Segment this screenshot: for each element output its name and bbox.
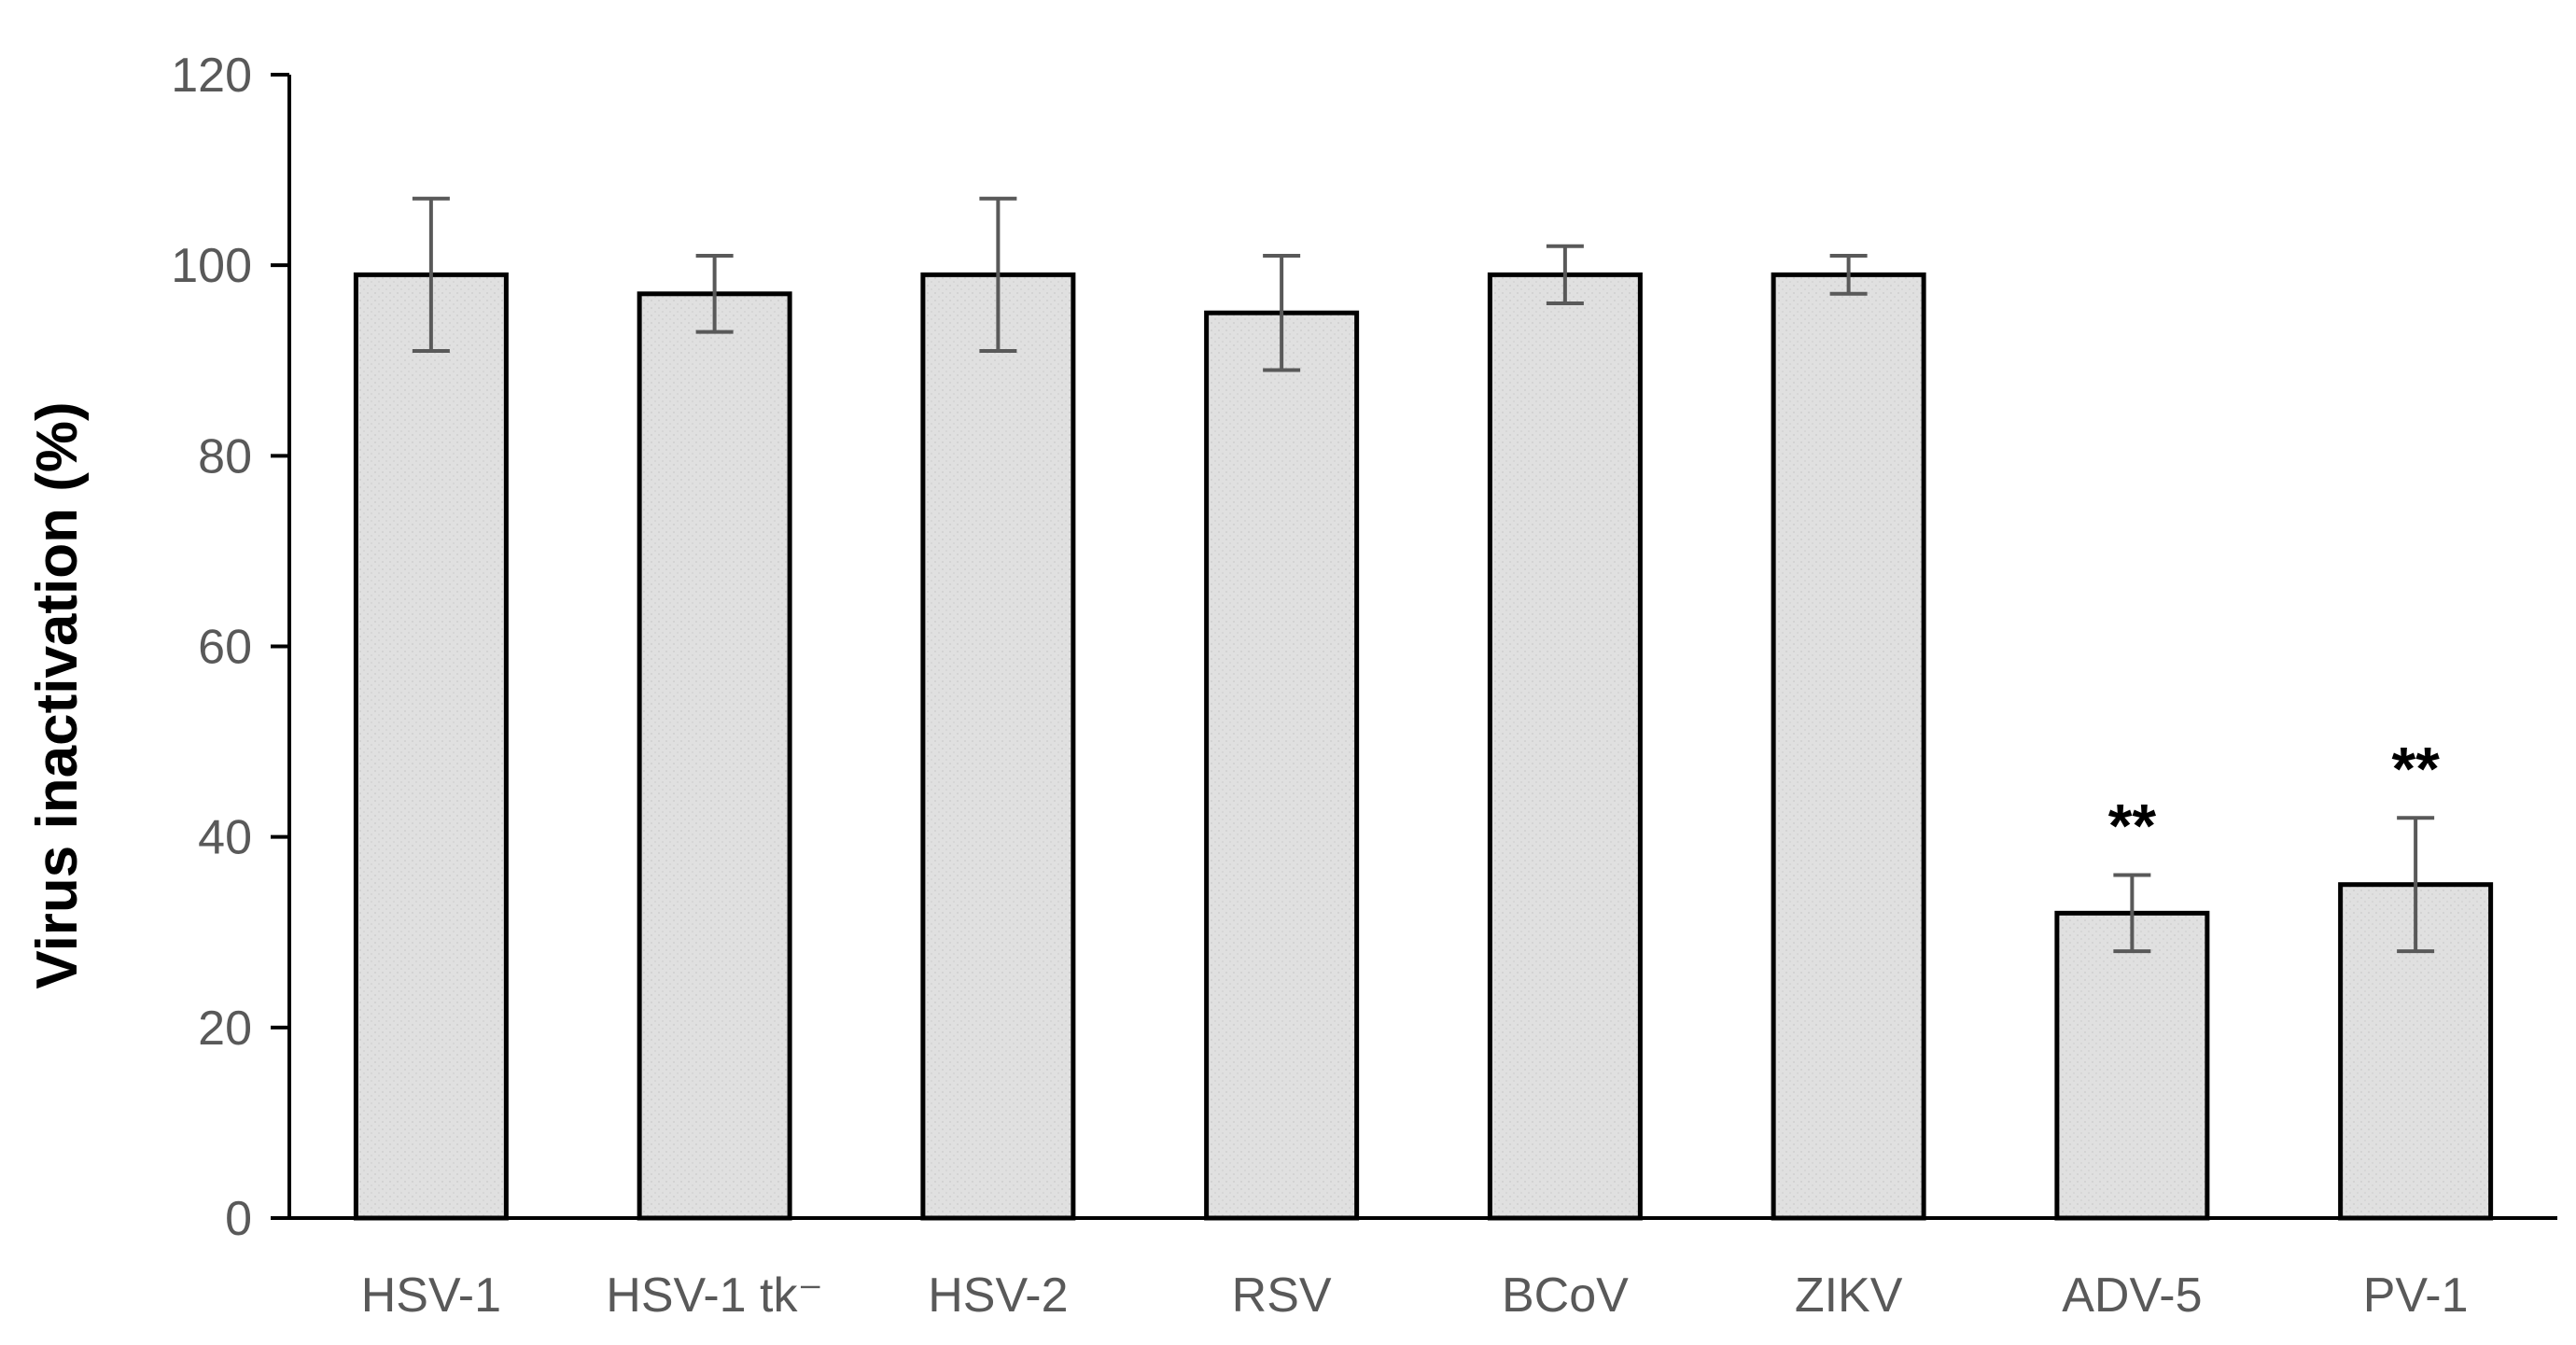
y-axis-title: Virus inactivation (%) bbox=[25, 401, 90, 988]
x-tick-label: ADV-5 bbox=[2062, 1268, 2202, 1323]
labels: 0 20 40 60 80 100 120 HSV-1 HSV-1 tk⁻ HSV-2 RSV BCo… bbox=[171, 49, 2468, 1323]
x-tick-label: HSV-1 bbox=[361, 1268, 501, 1323]
bars bbox=[353, 196, 2494, 1221]
error-bar bbox=[695, 253, 734, 334]
x-tick-label: PV-1 bbox=[2363, 1268, 2469, 1323]
y-tick-label: 80 bbox=[198, 429, 252, 483]
x-tick-label: HSV-2 bbox=[928, 1268, 1068, 1323]
y-tick-label: 120 bbox=[171, 49, 252, 103]
bar bbox=[353, 272, 509, 1221]
bar bbox=[637, 291, 792, 1221]
y-tick-label: 40 bbox=[198, 811, 252, 865]
bar bbox=[1204, 310, 1360, 1221]
significance-label: ** bbox=[2108, 792, 2157, 861]
x-tick-label: ZIKV bbox=[1795, 1268, 1903, 1323]
error-bar bbox=[1829, 253, 1868, 296]
error-bar bbox=[2397, 816, 2435, 954]
y-tick-label: 0 bbox=[225, 1192, 252, 1246]
y-tick-label: 100 bbox=[171, 239, 252, 293]
significance-label: ** bbox=[2391, 734, 2440, 803]
error-bar bbox=[412, 196, 450, 354]
axes bbox=[271, 73, 2557, 1220]
error-bar bbox=[2113, 873, 2151, 954]
error-bar bbox=[1263, 253, 1301, 372]
bar bbox=[2054, 910, 2210, 1221]
y-tick-label: 20 bbox=[198, 1002, 252, 1056]
bar bbox=[1487, 272, 1643, 1221]
x-tick-label: BCoV bbox=[1502, 1268, 1629, 1323]
y-tick-label: 60 bbox=[198, 621, 252, 675]
x-tick-label: RSV bbox=[1232, 1268, 1332, 1323]
error-bar bbox=[979, 196, 1017, 354]
bar bbox=[920, 272, 1076, 1221]
bar bbox=[1771, 272, 1926, 1221]
x-tick-label: HSV-1 tk⁻ bbox=[606, 1268, 823, 1323]
error-bar bbox=[1546, 244, 1584, 305]
